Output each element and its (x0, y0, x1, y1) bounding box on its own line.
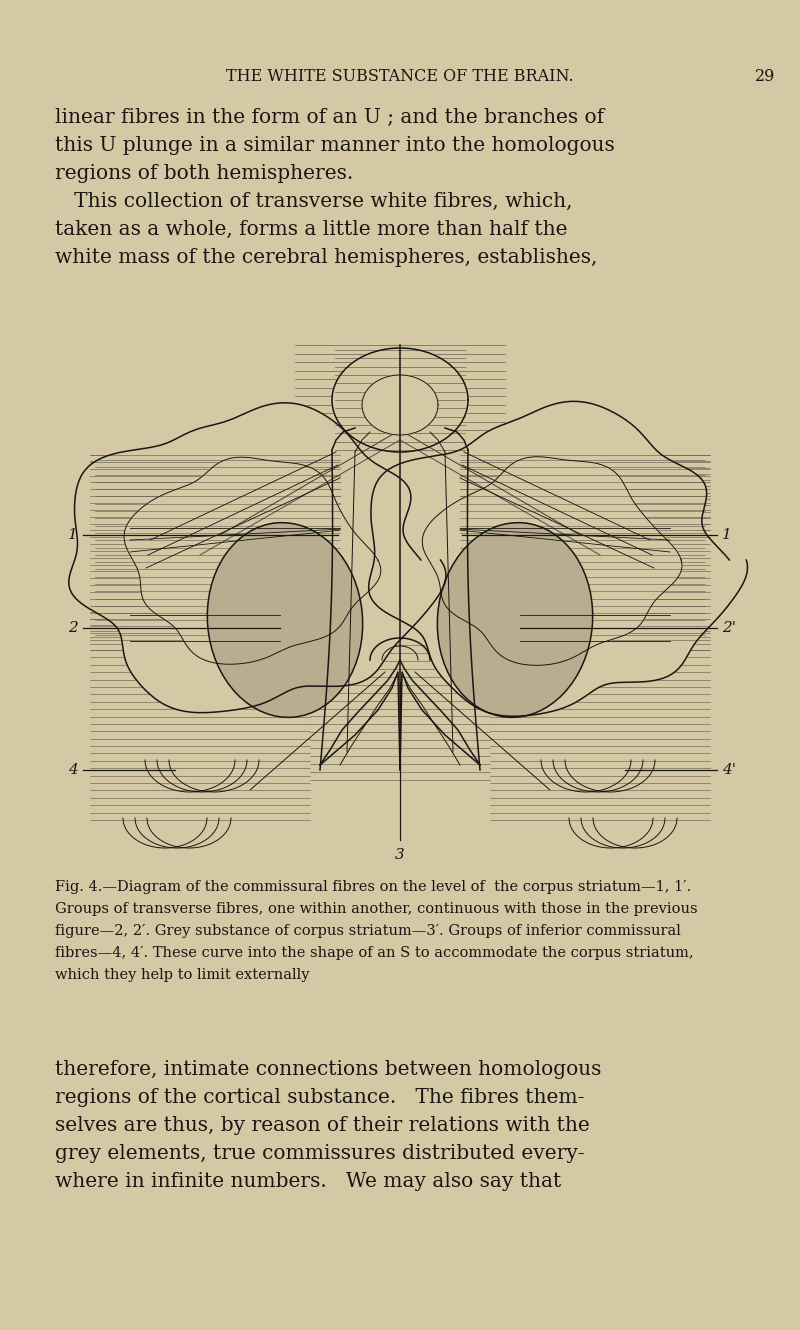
Text: Fig. 4.—Diagram of the commissural fibres on the level of  the corpus striatum—1: Fig. 4.—Diagram of the commissural fibre… (55, 880, 691, 894)
Text: 3: 3 (395, 849, 405, 862)
Text: this U plunge in a similar manner into the homologous: this U plunge in a similar manner into t… (55, 136, 614, 156)
Text: therefore, intimate connections between homologous: therefore, intimate connections between … (55, 1060, 602, 1079)
Text: where in infinite numbers.   We may also say that: where in infinite numbers. We may also s… (55, 1172, 562, 1190)
Text: regions of the cortical substance.   The fibres them-: regions of the cortical substance. The f… (55, 1088, 584, 1107)
Polygon shape (422, 456, 682, 665)
Ellipse shape (207, 523, 362, 717)
Ellipse shape (438, 523, 593, 717)
Text: 2': 2' (722, 621, 736, 634)
Text: THE WHITE SUBSTANCE OF THE BRAIN.: THE WHITE SUBSTANCE OF THE BRAIN. (226, 68, 574, 85)
Polygon shape (362, 375, 438, 435)
Text: This collection of transverse white fibres, which,: This collection of transverse white fibr… (55, 192, 573, 211)
Text: figure—2, 2′. Grey substance of corpus striatum—3′. Groups of inferior commissur: figure—2, 2′. Grey substance of corpus s… (55, 924, 681, 938)
Polygon shape (332, 348, 468, 452)
Text: 4: 4 (68, 763, 78, 777)
Text: white mass of the cerebral hemispheres, establishes,: white mass of the cerebral hemispheres, … (55, 247, 598, 267)
Text: grey elements, true commissures distributed every-: grey elements, true commissures distribu… (55, 1144, 585, 1162)
Text: 2: 2 (68, 621, 78, 634)
Text: 1: 1 (722, 528, 732, 543)
Polygon shape (124, 458, 381, 664)
Text: taken as a whole, forms a little more than half the: taken as a whole, forms a little more th… (55, 219, 567, 239)
Text: Groups of transverse fibres, one within another, continuous with those in the pr: Groups of transverse fibres, one within … (55, 902, 698, 916)
Text: 1: 1 (68, 528, 78, 543)
Text: linear fibres in the form of an U ; and the branches of: linear fibres in the form of an U ; and … (55, 108, 604, 126)
Text: 4': 4' (722, 763, 736, 777)
Text: which they help to limit externally: which they help to limit externally (55, 968, 310, 982)
Text: selves are thus, by reason of their relations with the: selves are thus, by reason of their rela… (55, 1116, 590, 1134)
Text: regions of both hemispheres.: regions of both hemispheres. (55, 164, 354, 184)
Text: 29: 29 (755, 68, 775, 85)
Text: fibres—4, 4′. These curve into the shape of an S to accommodate the corpus stria: fibres—4, 4′. These curve into the shape… (55, 946, 694, 960)
Polygon shape (369, 402, 747, 717)
Polygon shape (69, 403, 446, 713)
